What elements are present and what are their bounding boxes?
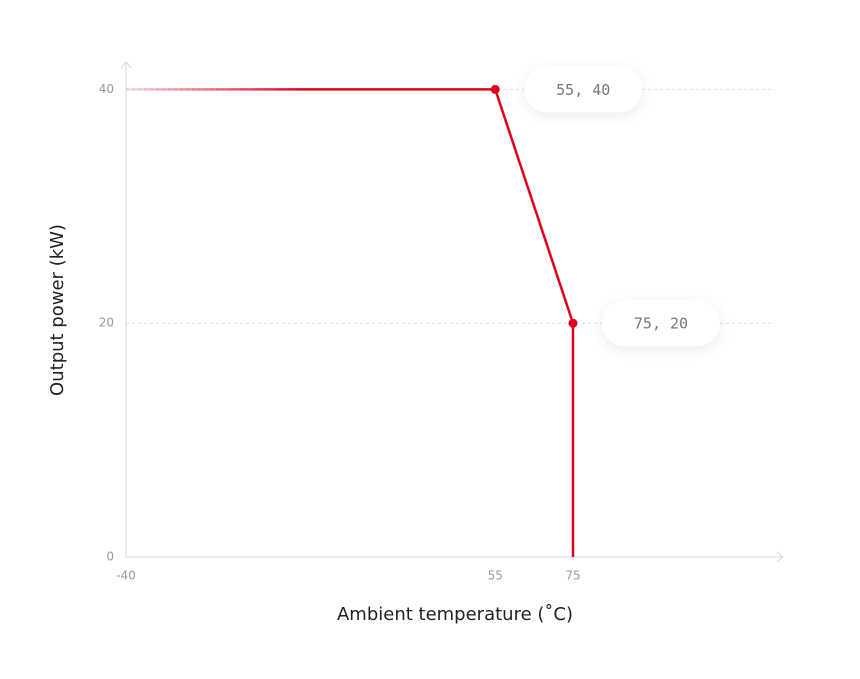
line [126, 88, 575, 557]
point [568, 318, 578, 328]
x-tick-label: 55 [488, 569, 503, 583]
label-pill [601, 300, 720, 347]
point [490, 84, 500, 94]
y-tick-label: 0 [106, 550, 114, 564]
y-tick-label: 20 [99, 316, 114, 330]
y-tick-label: 40 [99, 82, 114, 96]
point-label: 75, 20 [634, 315, 688, 333]
x-axis-arrow [776, 551, 784, 563]
x-tick-label: -40 [116, 569, 136, 583]
x-tick-label: 75 [565, 569, 580, 583]
x-axis-title: Ambient temperature (˚C) [337, 604, 573, 625]
point-label: 55, 40 [556, 81, 610, 99]
y-axis-title: Output power (kW) [47, 224, 68, 396]
y-axis-arrow [120, 61, 132, 69]
label-pill [524, 66, 643, 113]
